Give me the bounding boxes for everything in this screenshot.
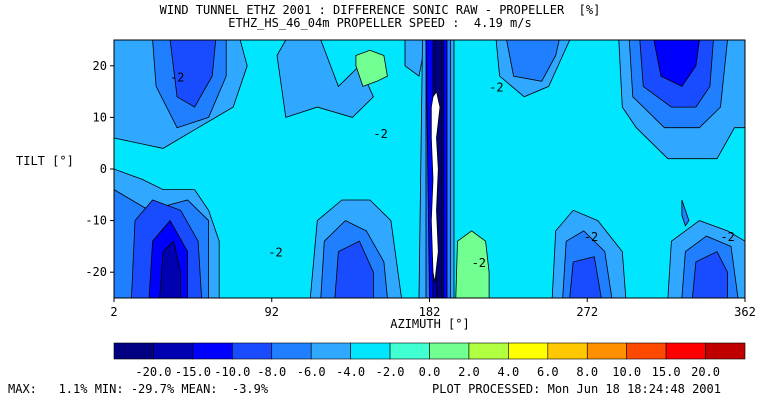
colorbar-swatch	[153, 342, 194, 360]
contour-region-21	[334, 240, 374, 298]
colorbar-label: -8.0	[257, 365, 286, 379]
colorbar-label: -6.0	[297, 365, 326, 379]
colorbar-swatch	[310, 342, 351, 360]
colorbar-label: 2.0	[458, 365, 480, 379]
colorbar-swatch	[232, 342, 273, 360]
colorbar-swatch	[626, 342, 667, 360]
contour-label: -2	[720, 230, 734, 244]
colorbar-label: 4.0	[498, 365, 520, 379]
colorbar-swatch	[508, 342, 549, 360]
x-tick-label: 272	[576, 305, 598, 319]
contour-region-28	[159, 240, 182, 298]
chart-subtitle: ETHZ_HS_46_04m PROPELLER SPEED : 4.19 m/…	[228, 16, 532, 30]
y-tick-label: -10	[85, 214, 107, 228]
colorbar-swatch	[586, 342, 627, 360]
contour-region-33	[681, 199, 690, 227]
colorbar-label: -2.0	[376, 365, 405, 379]
x-tick-label: 2	[110, 305, 117, 319]
contour-region-24	[691, 251, 728, 298]
colorbar-swatch	[350, 342, 391, 360]
colorbar-swatch	[547, 342, 588, 360]
contour-label: -2	[472, 256, 486, 270]
contour-label: -2	[170, 70, 184, 84]
y-tick-label: 10	[93, 110, 107, 124]
colorbar-swatch	[705, 342, 746, 360]
colorbar-label: 15.0	[652, 365, 681, 379]
colorbar-swatch	[665, 342, 706, 360]
x-tick-label: 92	[265, 305, 279, 319]
processed-timestamp: PLOT PROCESSED: Mon Jun 18 18:24:48 2001	[432, 382, 721, 396]
y-axis-ticks: -20 -10 0 10 20	[85, 59, 114, 279]
colorbar-swatch	[429, 342, 470, 360]
colorbar-label: 0.0	[419, 365, 441, 379]
contour-region-15	[506, 40, 560, 82]
contour-label: -2	[489, 81, 503, 95]
contour-regions: -2 -2 -2 -2 -2 -2 -2	[114, 40, 745, 298]
colorbar-label: 20.0	[691, 365, 720, 379]
contour-label: -2	[373, 127, 387, 141]
colorbar: -20.0 -15.0 -10.0 -8.0 -6.0 -4.0 -2.0 0.0 2.0 4.0…	[113, 342, 746, 379]
y-tick-label: 0	[100, 162, 107, 176]
contour-region-26	[653, 40, 700, 87]
contour-region-31	[355, 49, 388, 87]
colorbar-label: 6.0	[537, 365, 559, 379]
colorbar-label: -15.0	[175, 365, 211, 379]
y-axis-label: TILT [°]	[16, 154, 74, 168]
colorbar-swatch	[468, 342, 509, 360]
contour-region-3	[276, 40, 374, 118]
contour-region-32	[455, 230, 490, 298]
colorbar-swatch	[271, 342, 312, 360]
x-axis-ticks: 2 92 182 272 362	[110, 298, 756, 319]
stats-summary: MAX: 1.1% MIN: -29.7% MEAN: -3.9%	[8, 382, 269, 396]
colorbar-label: 10.0	[612, 365, 641, 379]
colorbar-swatch	[113, 342, 154, 360]
y-tick-label: 20	[93, 59, 107, 73]
y-tick-label: -20	[85, 265, 107, 279]
colorbar-swatch	[389, 342, 430, 360]
x-tick-label: 362	[734, 305, 756, 319]
chart-title: WIND TUNNEL ETHZ 2001 : DIFFERENCE SONIC…	[159, 3, 601, 17]
contour-label: -2	[268, 246, 282, 260]
contour-region-4	[404, 40, 427, 77]
colorbar-label: -10.0	[214, 365, 250, 379]
colorbar-label: 8.0	[576, 365, 598, 379]
colorbar-swatch	[192, 342, 233, 360]
contour-region-20	[169, 40, 217, 108]
contour-region-23	[569, 256, 602, 298]
contour-label: -2	[584, 230, 598, 244]
colorbar-label: -20.0	[135, 365, 171, 379]
colorbar-label: -4.0	[336, 365, 365, 379]
x-axis-label: AZIMUTH [°]	[390, 317, 470, 331]
contour-region-34	[430, 90, 441, 283]
x-tick-label: 182	[419, 305, 441, 319]
